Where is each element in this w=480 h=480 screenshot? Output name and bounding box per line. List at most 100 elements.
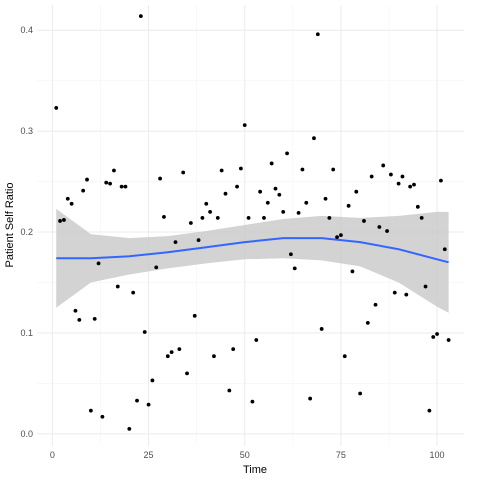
data-point [350, 269, 355, 274]
data-point [339, 233, 343, 237]
data-point [396, 181, 401, 186]
data-point [242, 123, 247, 127]
data-point [173, 240, 178, 245]
data-point [285, 151, 289, 156]
data-point [200, 216, 205, 220]
data-point [142, 330, 147, 334]
data-point [146, 402, 151, 407]
data-point [96, 261, 101, 266]
data-point [250, 399, 255, 404]
data-point [258, 189, 263, 194]
confidence-band-layer [56, 208, 449, 313]
data-point [435, 332, 439, 336]
data-point [69, 201, 74, 206]
y-tick-labels: 0.0 0.1 0.2 0.3 0.4 [20, 25, 33, 439]
data-point [227, 388, 232, 393]
data-point [423, 284, 428, 289]
data-point [65, 196, 70, 201]
data-point [269, 161, 274, 166]
scatter-points [54, 14, 451, 431]
data-point [215, 216, 220, 220]
data-point [431, 335, 436, 339]
data-point [181, 170, 186, 175]
data-point [335, 235, 339, 240]
data-point [169, 350, 174, 355]
data-point [323, 196, 328, 201]
data-point [219, 168, 224, 173]
data-point [273, 186, 278, 191]
data-point [108, 181, 112, 186]
data-point [223, 191, 228, 196]
data-point [331, 167, 336, 172]
data-point [85, 177, 89, 182]
data-point [319, 327, 324, 331]
data-point [131, 290, 136, 295]
data-point [188, 221, 193, 225]
data-point [92, 316, 97, 321]
data-point [369, 174, 374, 179]
data-point [262, 216, 266, 220]
data-point [238, 166, 243, 171]
x-tick-labels: 0 25 50 75 100 [50, 450, 445, 460]
data-point [115, 284, 120, 289]
data-point [373, 302, 378, 307]
data-point [446, 338, 451, 342]
data-point [300, 167, 305, 172]
data-point [138, 14, 143, 18]
y-tick-label: 0.4 [20, 25, 33, 35]
smooth-line-layer [56, 237, 449, 264]
y-tick-label: 0.0 [20, 429, 33, 439]
x-tick-label: 50 [240, 450, 250, 460]
data-point [381, 163, 386, 168]
data-point [119, 184, 124, 189]
data-point [54, 106, 59, 110]
data-point [354, 189, 359, 194]
data-point [385, 229, 389, 233]
data-point [154, 265, 159, 270]
data-point [158, 176, 163, 181]
data-point [439, 178, 443, 183]
x-tick-label: 100 [430, 450, 445, 460]
data-point [342, 354, 347, 359]
x-tick-label: 0 [50, 450, 55, 460]
smooth-line [56, 237, 449, 264]
data-point [408, 184, 413, 189]
data-point [212, 354, 216, 359]
data-point [100, 414, 105, 419]
data-point [304, 200, 309, 205]
data-point [254, 338, 259, 342]
data-point [412, 182, 416, 187]
data-point [327, 216, 332, 220]
data-point [165, 354, 170, 359]
data-point [277, 192, 282, 197]
data-point [73, 308, 78, 313]
data-point [404, 292, 409, 297]
data-point [346, 203, 351, 208]
data-point [292, 266, 297, 271]
x-tick-label: 25 [144, 450, 154, 460]
confidence-band [56, 208, 449, 313]
y-tick-label: 0.3 [20, 126, 33, 136]
data-point [162, 215, 166, 219]
data-point [235, 184, 239, 189]
data-point [392, 290, 397, 295]
data-point [288, 252, 293, 257]
data-point [112, 168, 116, 173]
data-point [208, 209, 213, 214]
data-point [415, 204, 420, 209]
data-point [281, 209, 286, 214]
data-point [315, 32, 320, 37]
data-point [358, 391, 363, 396]
data-point [196, 238, 201, 243]
data-point [204, 201, 209, 206]
y-tick-label: 0.2 [20, 227, 33, 237]
data-point [127, 426, 132, 431]
data-point [104, 180, 109, 185]
x-axis-title: Time [243, 464, 267, 476]
data-point [123, 184, 128, 189]
data-point [88, 408, 93, 413]
data-point [81, 188, 86, 193]
data-point [150, 378, 155, 383]
data-point [442, 247, 447, 252]
data-point [312, 136, 316, 141]
